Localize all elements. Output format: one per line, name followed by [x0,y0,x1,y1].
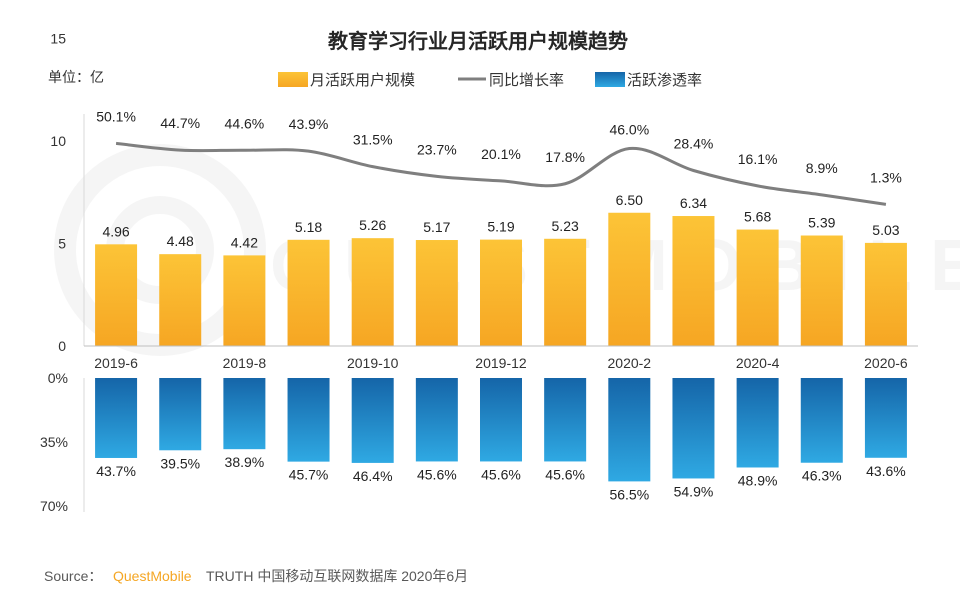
penetration-value-label: 43.7% [96,463,136,479]
growth-line [115,141,887,206]
growth-value-label: 50.1% [96,108,136,124]
penetration-bar [287,378,330,462]
penetration-value-label: 48.9% [738,472,778,488]
penetration-bar [351,378,394,463]
top-y-tick-label: 15 [50,31,66,47]
chart-title: 教育学习行业月活跃用户规模趋势 [328,29,628,53]
x-tick-label: 2019-8 [223,355,267,371]
bottom-y-tick-label: 35% [40,434,68,450]
mau-bar [415,240,458,346]
growth-value-label: 31.5% [353,132,393,148]
mau-bar [544,238,587,346]
mau-bar [287,239,330,346]
mau-value-label: 5.68 [744,209,771,225]
penetration-value-label: 45.7% [289,467,329,483]
growth-value-label: 17.8% [545,149,585,165]
growth-value-label: 8.9% [806,160,838,176]
top-y-axis: 0 5 10 15 [50,31,85,354]
legend-label-growth: 同比增长率 [489,72,564,89]
mau-value-label: 5.19 [487,219,514,235]
mau-bar [223,255,266,346]
penetration-bar [736,378,779,468]
bottom-y-tick-label: 0% [48,370,68,386]
penetration-bar [864,378,907,458]
mau-bar [864,242,907,346]
penetration-value-label: 46.4% [353,468,393,484]
mau-bar [351,238,394,346]
x-tick-label: 2019-6 [94,355,138,371]
growth-line-series: 50.1% 44.7% 44.6% 43.9% 31.5% 23.7% 20.1% 17.8%… [96,108,902,206]
mau-bar [800,235,843,346]
legend-label-mau: 月活跃用户规模 [310,72,415,89]
penetration-value-label: 38.9% [225,454,265,470]
growth-value-label: 23.7% [417,141,457,157]
mau-bar [480,239,522,346]
mau-value-label: 4.48 [167,233,194,249]
penetration-bar [544,378,587,462]
mau-value-label: 5.17 [423,219,450,235]
legend-label-penetration: 活跃渗透率 [627,72,702,89]
x-tick-label: 2019-12 [475,355,527,371]
mau-value-label: 5.39 [808,215,835,231]
mau-value-label: 5.26 [359,217,386,233]
source-brand: QuestMobile [113,568,192,584]
top-y-tick-label: 0 [58,338,66,354]
growth-value-label: 44.6% [225,115,265,131]
mau-bar [672,216,715,346]
legend: 月活跃用户规模 同比增长率 活跃渗透率 [278,72,702,89]
penetration-bars: 43.7% 39.5% 38.9% 45.7% 46.4% 45.6% 45.6% 45.6%… [95,378,907,502]
growth-value-label: 1.3% [870,169,902,185]
mau-bar [608,212,651,346]
bottom-y-axis: 0% 35% 70% [40,370,85,514]
penetration-bar [223,378,266,450]
mau-bar [159,254,202,346]
top-y-tick-label: 5 [58,236,66,252]
penetration-bar [800,378,843,463]
growth-value-label: 28.4% [674,136,714,152]
source-prefix: Source： [44,568,102,584]
source-text: TRUTH 中国移动互联网数据库 2020年6月 [206,568,468,584]
x-tick-label: 2020-2 [608,355,652,371]
mau-value-label: 6.50 [616,192,643,208]
mau-value-label: 4.42 [231,234,258,250]
penetration-value-label: 45.6% [481,466,521,482]
penetration-bar [608,378,651,482]
penetration-value-label: 45.6% [545,466,585,482]
legend-swatch-penetration [595,72,625,87]
penetration-bar [480,378,522,462]
growth-value-label: 44.7% [160,115,200,131]
mau-value-label: 5.18 [295,219,322,235]
growth-value-label: 43.9% [289,116,329,132]
x-axis: 2019-6 2019-8 2019-10 2019-12 2020-2 2020-4 20… [84,345,918,371]
growth-value-label: 46.0% [609,122,649,138]
x-tick-label: 2020-4 [736,355,780,371]
penetration-value-label: 54.9% [674,483,714,499]
penetration-bar [415,378,458,462]
x-tick-label: 2019-10 [347,355,399,371]
penetration-value-label: 46.3% [802,468,842,484]
penetration-bar [159,378,202,451]
penetration-value-label: 43.6% [866,463,906,479]
penetration-bar [95,378,138,458]
bottom-y-tick-label: 70% [40,498,68,514]
x-tick-label: 2020-6 [864,355,908,371]
mau-bar [95,244,138,346]
mau-value-label: 5.23 [552,218,579,234]
mau-value-label: 4.96 [102,223,129,239]
penetration-bar [672,378,715,479]
mau-bar [736,229,779,346]
growth-value-label: 16.1% [738,151,778,167]
penetration-value-label: 45.6% [417,466,457,482]
unit-label: 单位：亿 [48,69,104,85]
mau-bars: 4.96 4.48 4.42 5.18 5.26 5.17 5.19 5.23 6.50 6.34… [95,192,907,346]
growth-value-label: 20.1% [481,146,521,162]
mau-value-label: 6.34 [680,195,707,211]
penetration-value-label: 39.5% [160,455,200,471]
legend-swatch-mau [278,72,308,87]
penetration-value-label: 56.5% [609,486,649,502]
top-y-tick-label: 10 [50,133,66,149]
mau-value-label: 5.03 [872,222,899,238]
